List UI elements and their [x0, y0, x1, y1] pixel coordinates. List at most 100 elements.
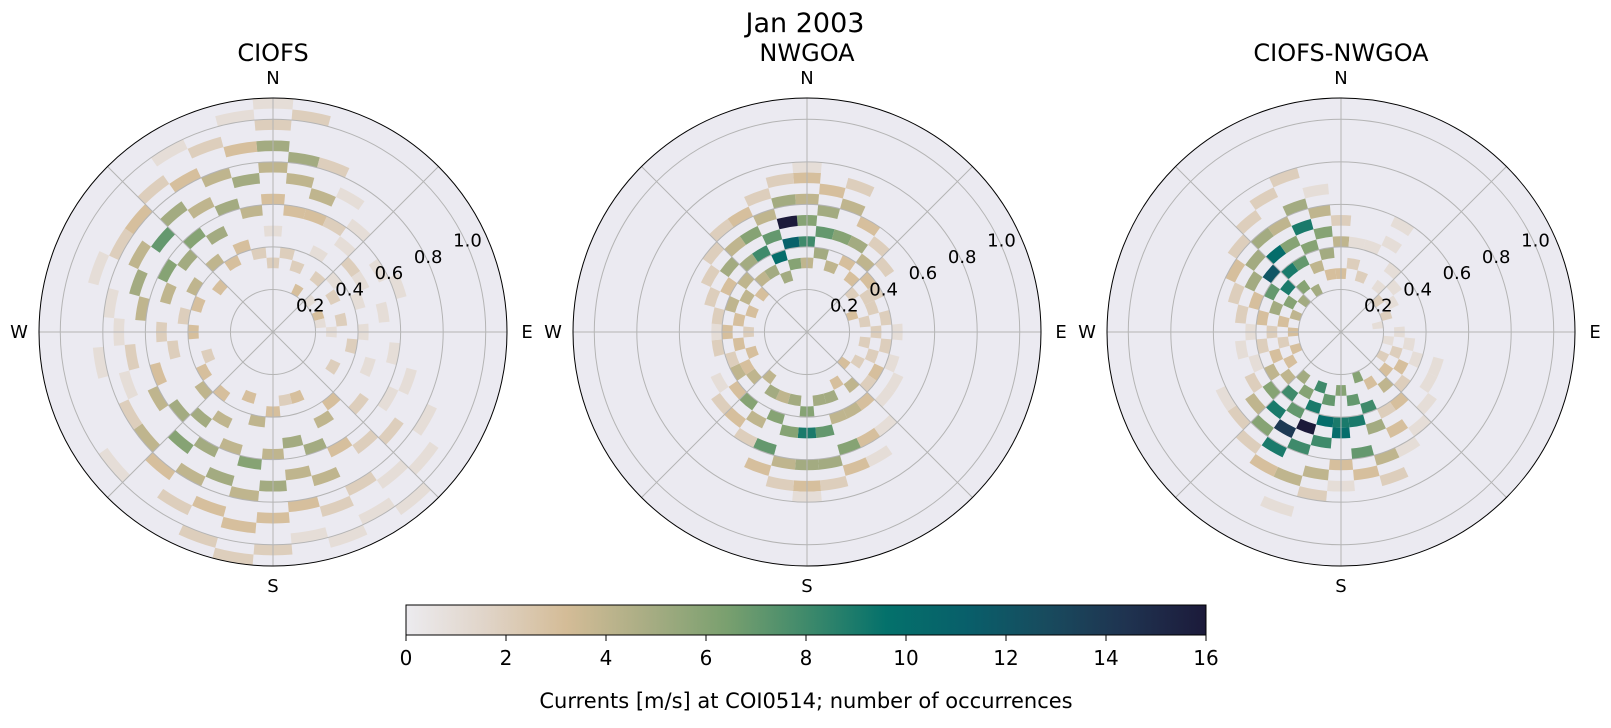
histogram-cell [150, 139, 188, 167]
radial-tick-label: 0.8 [1482, 247, 1511, 268]
polar-panel-ciofs-nwgoa: CIOFS-NWGOA N E S W 0.2 0.4 0.6 0.8 1.0 [1078, 39, 1601, 597]
histogram-cell [823, 260, 839, 275]
angular-grid-line [107, 166, 274, 333]
histogram-cell [124, 204, 153, 235]
histogram-cell [859, 271, 877, 290]
histogram-cell [335, 187, 365, 211]
histogram-cell [764, 264, 781, 280]
histogram-cell [733, 427, 758, 448]
histogram-cell [289, 260, 305, 275]
histogram-cell [285, 465, 312, 481]
histogram-cell [1277, 336, 1290, 349]
histogram-cell [224, 254, 242, 272]
histogram-cell [1286, 401, 1306, 419]
histogram-cell [279, 247, 296, 261]
histogram-cell [867, 363, 885, 381]
histogram-cell [388, 273, 407, 299]
histogram-cell [779, 424, 799, 438]
histogram-cell [412, 403, 437, 436]
radial-tick-label: 1.0 [453, 231, 482, 252]
histogram-cell [157, 488, 193, 516]
histogram-cell [377, 385, 399, 412]
histogram-cell [1297, 294, 1311, 308]
figure-title: Jan 2003 [744, 8, 865, 39]
histogram-cell [1389, 345, 1403, 359]
histogram-cell [1318, 247, 1335, 261]
radial-tick-label: 0.2 [296, 296, 325, 317]
histogram-cell [1313, 226, 1333, 240]
polar-axes-outline [1106, 97, 1576, 567]
histogram-cell [128, 240, 152, 270]
histogram-cell [168, 399, 191, 423]
histogram-cell [182, 227, 206, 250]
histogram-cell [194, 380, 213, 400]
histogram-cell [1280, 384, 1299, 402]
histogram-cell [1353, 465, 1380, 481]
histogram-cell [187, 136, 224, 159]
histogram-cell [745, 345, 759, 359]
histogram-cell [1371, 279, 1387, 295]
radial-tick-label: 1.0 [987, 231, 1016, 252]
histogram-cell [844, 286, 860, 302]
histogram-cell [322, 216, 347, 237]
histogram-cell [287, 151, 320, 168]
histogram-cell [340, 256, 361, 278]
angular-grid-line [272, 166, 439, 333]
histogram-cell [710, 372, 729, 394]
histogram-cell [1374, 447, 1400, 466]
histogram-cell [1279, 235, 1301, 254]
histogram-cell [874, 256, 895, 278]
histogram-cell [1280, 262, 1299, 280]
polar-grid [38, 97, 508, 567]
histogram-cell [1309, 260, 1325, 275]
histogram-cell [359, 356, 376, 377]
histogram-cell [720, 277, 738, 297]
histogram-cell [1215, 385, 1237, 412]
histogram-cell [1263, 283, 1281, 301]
histogram-cell [1265, 244, 1287, 265]
panel-title: NWGOA [759, 39, 855, 67]
histogram-cell [845, 309, 859, 321]
histogram-cell [1378, 362, 1394, 378]
histogram-cell [1346, 257, 1361, 271]
histogram-cell [823, 389, 839, 404]
histogram-cell [1375, 349, 1390, 363]
histogram-cell [386, 342, 401, 366]
histogram-cell [1283, 354, 1298, 369]
histogram-cell [375, 301, 390, 323]
histogram-cell [408, 441, 439, 475]
histogram-cell [1249, 453, 1279, 477]
radial-tick-labels: 0.2 0.4 0.6 0.8 1.0 [1364, 231, 1550, 317]
direction-label-north: N [266, 68, 279, 89]
colorbar-tick-label: 0 [400, 646, 413, 670]
histogram-cell [775, 389, 791, 404]
histogram-cell [317, 157, 350, 178]
histogram-cell [109, 228, 134, 261]
histogram-cell [744, 457, 772, 476]
histogram-cell [133, 423, 161, 453]
histogram-cell [752, 245, 772, 263]
histogram-cell [858, 315, 871, 328]
histogram-cell [727, 206, 754, 228]
histogram-cell [819, 475, 849, 491]
direction-label-north: N [1334, 68, 1347, 89]
histogram-cell [201, 348, 216, 364]
histogram-cell [241, 389, 257, 404]
histogram-cell [325, 358, 341, 375]
histogram-cell [878, 338, 892, 355]
histogram-cell [1307, 204, 1331, 219]
angular-grid-line [806, 331, 973, 498]
histogram-cell [205, 466, 235, 487]
histogram-cell [1282, 198, 1308, 217]
histogram-cell [745, 410, 767, 429]
histogram-cell [1379, 466, 1409, 487]
histogram-cell [753, 208, 777, 226]
colorbar: 0 2 4 6 8 10 12 14 16 Currents [m/s] at … [400, 604, 1219, 713]
histogram-cell [1348, 236, 1366, 250]
histogram-cell [1227, 405, 1251, 430]
histogram-cell [728, 380, 747, 400]
histogram-cell [856, 216, 881, 237]
histogram-cell [739, 225, 763, 245]
histogram-cell [169, 168, 202, 193]
